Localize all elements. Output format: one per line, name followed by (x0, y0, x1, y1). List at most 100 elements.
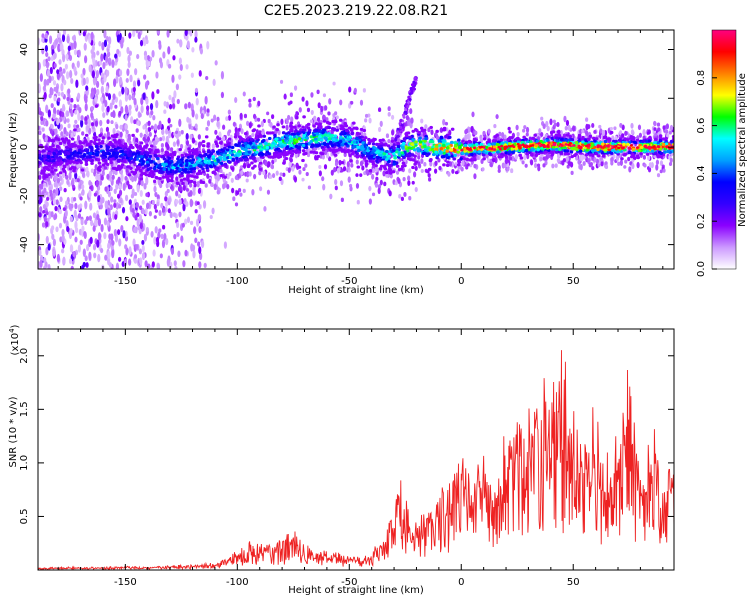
spectrogram-cell (349, 186, 353, 192)
spectrogram-cell (81, 171, 86, 178)
spectrogram-cell (53, 107, 57, 115)
spectrogram-cell (142, 92, 146, 100)
spectrogram-cell (438, 165, 442, 171)
spectrogram-cell (188, 174, 192, 178)
spectrogram-cell (106, 173, 110, 180)
spectrogram-cell (50, 88, 54, 96)
spectrogram-cell (334, 178, 338, 186)
spectrogram-cell (107, 207, 111, 216)
spectrogram-cell (280, 136, 285, 140)
spectrogram-cell (276, 123, 280, 127)
spectrogram-cell (90, 219, 94, 227)
spectrogram-cell (193, 183, 197, 188)
spectrogram-cell (213, 114, 217, 121)
spectrogram-cell (301, 96, 305, 102)
spectrogram-cell (128, 94, 132, 101)
spectrogram-cell (120, 40, 124, 49)
spectrogram-cell (66, 110, 70, 117)
spectrogram-cell (473, 163, 477, 169)
spectrogram-cell (166, 258, 170, 267)
spectrogram-cell (396, 141, 401, 146)
spectrogram-cell (653, 120, 657, 126)
spectrogram-cell (257, 100, 261, 107)
spectrogram-cell (489, 162, 493, 168)
spectrogram-cell (579, 163, 583, 171)
spectrogram-cell (135, 30, 139, 34)
spectrogram-cell (243, 113, 248, 119)
spectrogram-cell (273, 158, 277, 163)
spectrogram-cell (610, 160, 614, 166)
spectrogram-cell (138, 179, 142, 186)
spectrogram-cell (93, 219, 98, 226)
spectrogram-cell (77, 204, 81, 211)
spectrogram-cell (57, 91, 61, 97)
spectrogram-cell (104, 186, 108, 192)
spectrogram-cell (106, 119, 110, 125)
spectrogram-cell (178, 57, 182, 65)
spectrogram-cell (434, 160, 438, 167)
spectrogram-cell (538, 128, 542, 134)
spectrogram-cell (417, 161, 421, 166)
spectrogram-cell (114, 53, 118, 59)
spectrogram-cell (346, 148, 351, 152)
spectrogram-cell (577, 159, 581, 165)
spectrogram-cell (420, 158, 424, 164)
spectrogram-cell (231, 187, 235, 194)
spectrogram-cell (96, 50, 100, 56)
spectrogram-cell (167, 208, 171, 214)
spectrogram-cell (191, 47, 195, 53)
spectrogram-cell (93, 192, 98, 197)
spectrogram-cell (177, 185, 182, 192)
spectrogram-cell (298, 169, 302, 175)
spectrogram-cell (159, 137, 163, 142)
spectrogram-cell (81, 264, 85, 269)
spectrogram-cell (639, 152, 643, 156)
spectrogram-cell (178, 74, 182, 80)
spectrogram-cell (444, 121, 449, 126)
spectrogram-cell (359, 160, 364, 167)
spectrogram-cell (328, 98, 332, 105)
spectrogram-cell (97, 194, 101, 204)
spectrogram-cell (165, 128, 169, 135)
spectrogram-cell (211, 143, 215, 150)
spectrogram-cell (69, 244, 74, 253)
spectrogram-cell (309, 119, 314, 124)
spectrogram-cell (379, 120, 383, 127)
spectrogram-cell (232, 121, 236, 127)
spectrogram-cell (277, 129, 281, 136)
spectrogram-cell (56, 109, 60, 116)
spectrogram-cell (220, 71, 225, 80)
spectrogram-cell (387, 139, 391, 144)
spectrogram-cell (493, 124, 497, 129)
spectrogram-cell (73, 197, 77, 202)
spectrogram-cell (185, 139, 190, 146)
spectrogram-cell (310, 109, 314, 115)
spectrogram-cell (246, 170, 250, 178)
spectrogram-cell (501, 131, 505, 139)
spectrogram-cell (316, 89, 320, 95)
spectrogram-cell (86, 243, 90, 252)
spectrogram-cell (135, 202, 139, 209)
spectrogram-cell (128, 246, 132, 255)
spectrogram-cell (201, 169, 206, 174)
spectrogram-cell (593, 129, 597, 134)
spectrogram-cell (417, 130, 421, 135)
spectrogram-cell (547, 153, 551, 159)
spectrogram-cell (393, 156, 397, 160)
spectrogram-cell (50, 103, 54, 108)
spectrogram-cell (205, 168, 210, 173)
spectrogram-cell (320, 105, 324, 113)
spectrogram-cell (346, 161, 350, 168)
spectrogram-cell (257, 124, 261, 128)
spectrogram-cell (214, 60, 218, 66)
spectrogram-cell (665, 129, 669, 134)
spectrogram-cell (258, 161, 263, 165)
spectrogram-cell (143, 183, 147, 190)
spectrogram-cell (138, 159, 143, 163)
spectrogram-cell (383, 181, 387, 187)
spectrogram-cell (189, 133, 193, 140)
spectrogram-cell (305, 171, 309, 177)
spectrogram-cell (63, 187, 67, 193)
spectrogram-cell (93, 252, 97, 259)
spectrogram-cell (630, 122, 634, 129)
